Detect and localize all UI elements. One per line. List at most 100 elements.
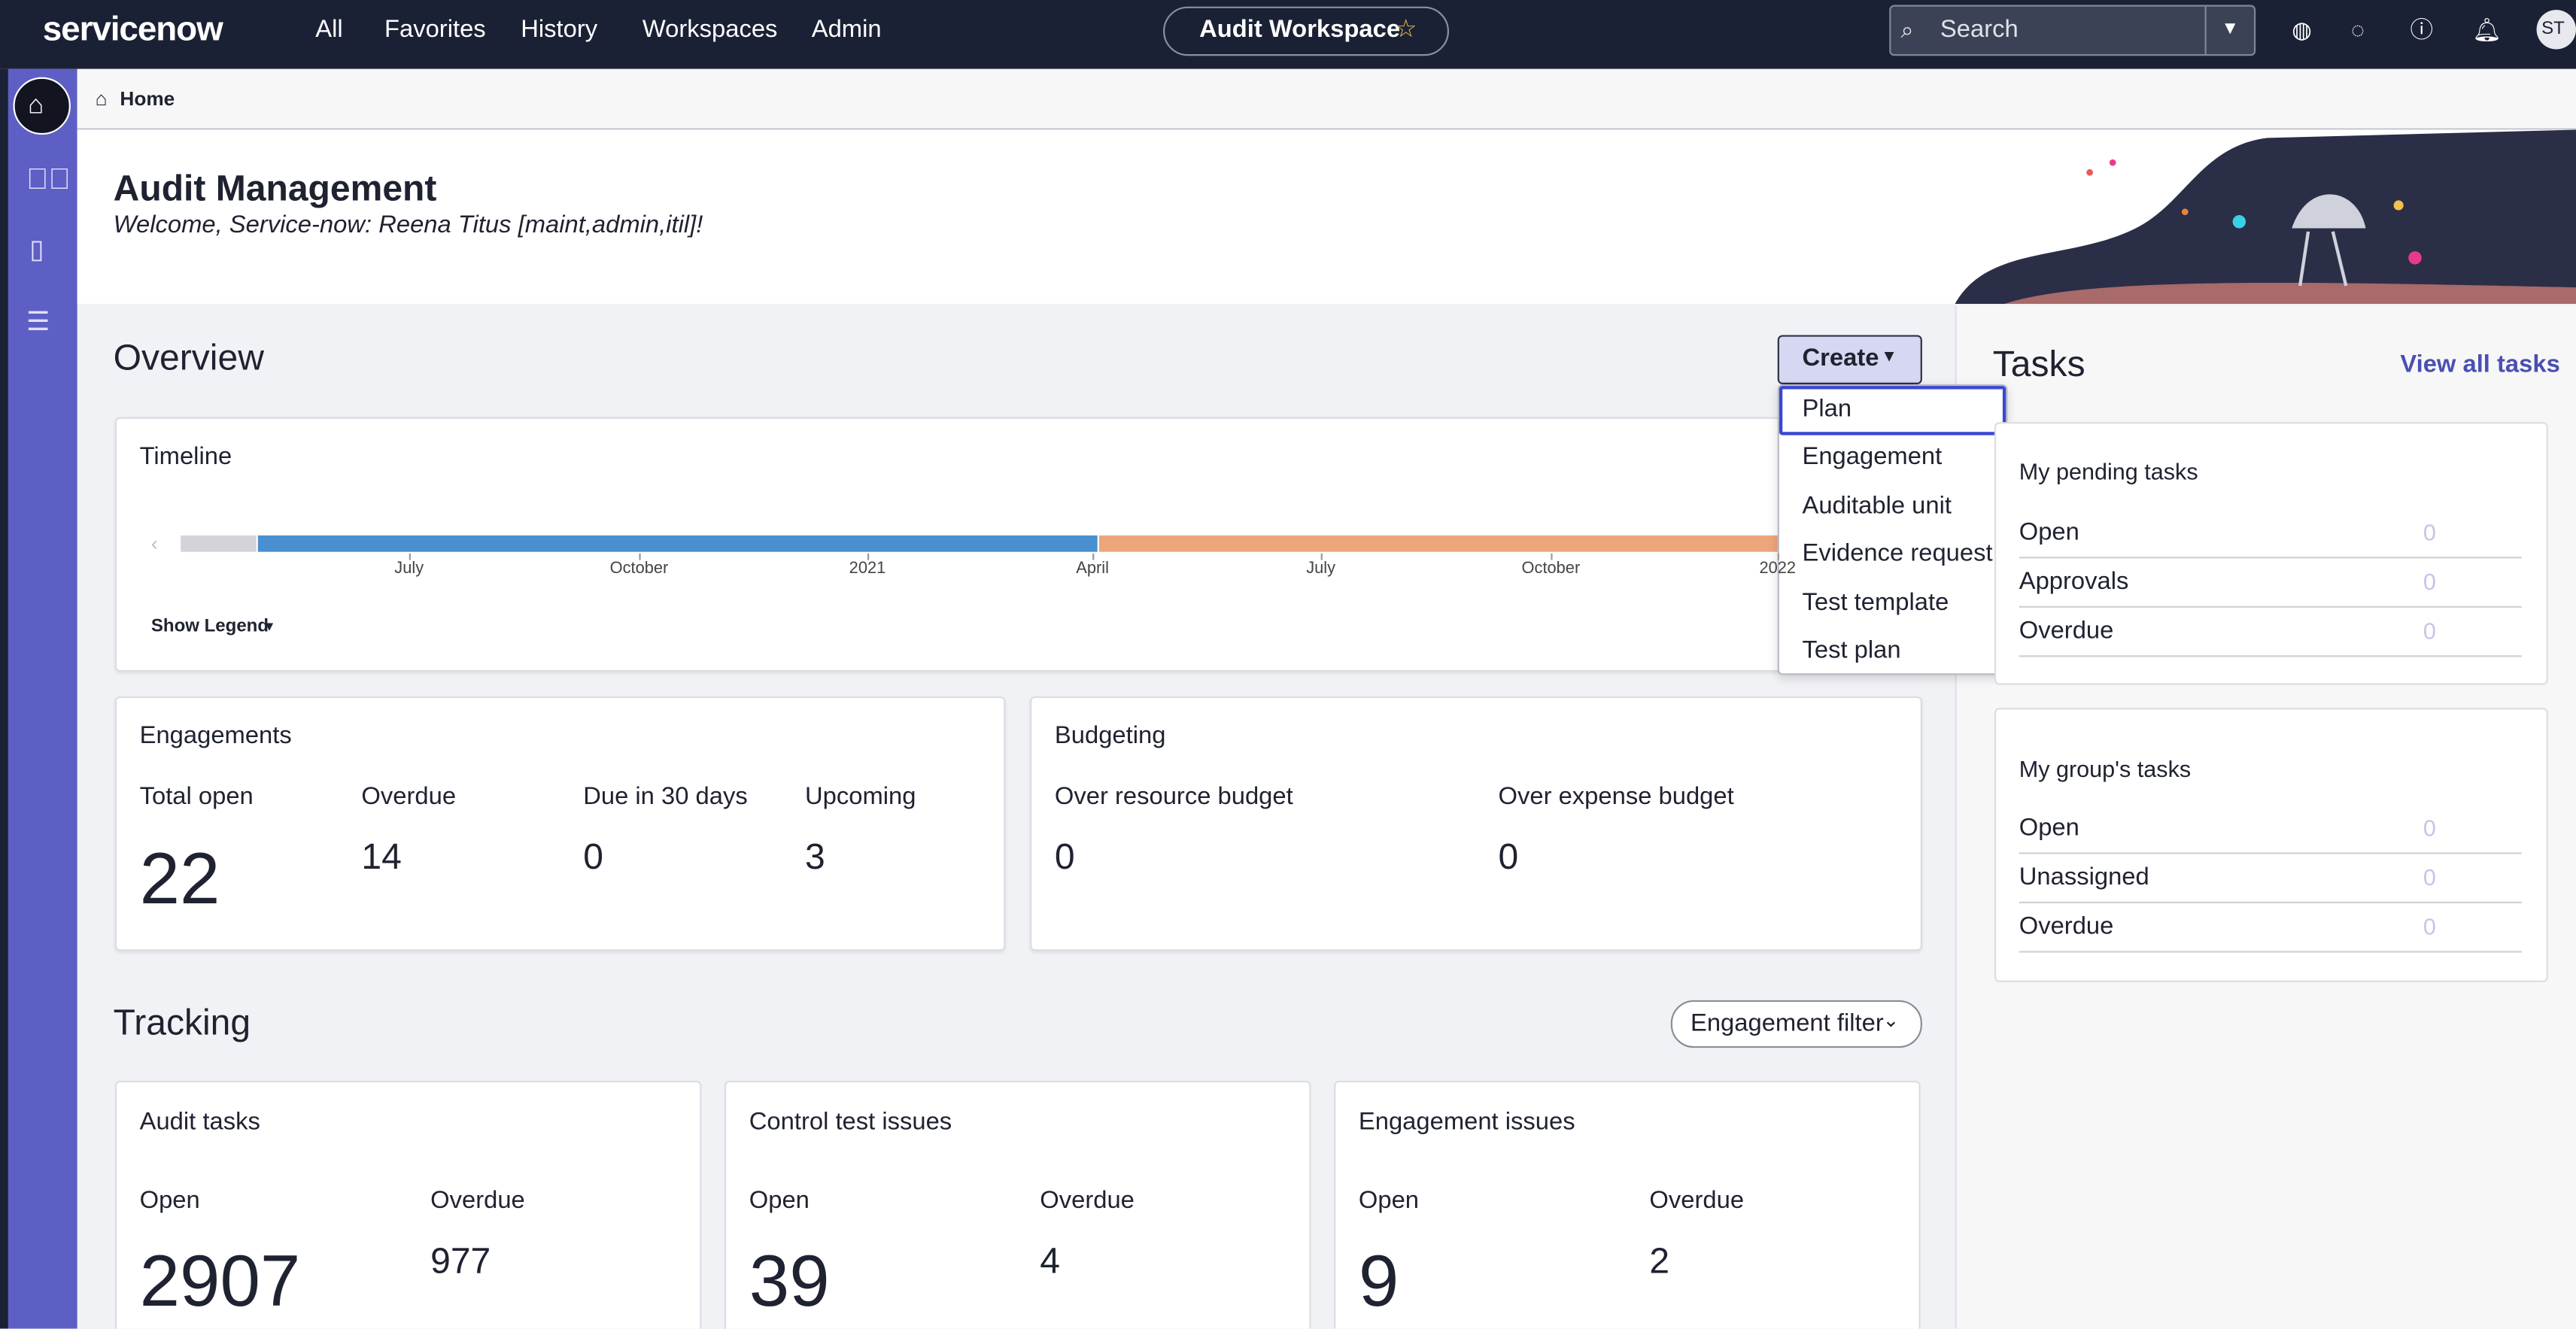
card-title: Audit tasks	[139, 1107, 260, 1136]
welcome-text: Welcome, Service-now: Reena Titus [maint…	[113, 211, 703, 239]
clipboard-nav[interactable]: ▯	[29, 236, 44, 265]
search-box[interactable]	[1889, 5, 2256, 56]
axis-tick	[639, 553, 641, 560]
metric-value: 0	[1498, 836, 1519, 878]
search-placeholder[interactable]: Search	[1940, 15, 2019, 44]
menu-item[interactable]: Evidence request	[1802, 539, 1993, 568]
axis-label: July	[394, 560, 424, 578]
row-divider	[2019, 951, 2522, 953]
timeline-past	[181, 535, 257, 552]
task-count: 0	[2423, 815, 2436, 842]
metric-label: Upcoming	[804, 782, 916, 811]
card-title: My pending tasks	[2019, 458, 2198, 485]
metric-label: Open	[139, 1186, 200, 1215]
metric-label: Due in 30 days	[583, 782, 748, 811]
metric-label: Overdue	[1040, 1186, 1135, 1215]
task-count: 0	[2423, 519, 2436, 545]
overview-title: Overview	[113, 336, 264, 378]
nav-item[interactable]: Workspaces	[642, 15, 778, 44]
star-icon[interactable]: ☆	[1394, 15, 1417, 44]
view-all-tasks[interactable]: View all tasks	[2400, 350, 2560, 379]
page-title: Audit Management	[113, 167, 437, 209]
card-title: Engagement issues	[1358, 1107, 1575, 1136]
filter-label: Engagement filter	[1690, 1009, 1884, 1037]
menu-focus	[1779, 386, 2006, 435]
workspace-pill[interactable]	[1163, 6, 1449, 56]
timeline-current	[257, 535, 1098, 552]
engagements-card	[114, 696, 1006, 951]
create-label: Create	[1802, 344, 1879, 372]
avatar-initials: ST	[2541, 19, 2565, 39]
logo[interactable]: servicenow	[42, 11, 223, 49]
search-caret[interactable]: ▼	[2221, 19, 2240, 39]
metric-value: 2907	[139, 1241, 301, 1322]
task-card	[1994, 422, 2548, 685]
globe-icon[interactable]: ◍	[2292, 16, 2312, 43]
nav-item[interactable]: History	[521, 15, 598, 44]
row-divider	[2019, 557, 2522, 559]
create-button[interactable]	[1777, 335, 1922, 384]
task-label: Overdue	[2019, 616, 2114, 645]
menu-item[interactable]: Test template	[1802, 587, 1949, 617]
axis-tick	[1777, 553, 1779, 560]
axis-label: October	[1521, 560, 1581, 578]
menu-item[interactable]: Test plan	[1802, 636, 1901, 665]
breadcrumb[interactable]: Home	[120, 86, 175, 111]
metric-value: 0	[1054, 836, 1075, 878]
metric-label: Over expense budget	[1498, 782, 1734, 811]
avatar[interactable]	[2536, 10, 2576, 50]
task-count: 0	[2423, 913, 2436, 940]
filter-button[interactable]	[1670, 1000, 1922, 1048]
task-count: 0	[2423, 863, 2436, 891]
help-icon[interactable]: ⓘ	[2410, 16, 2434, 43]
timeline-future	[1098, 535, 1778, 552]
filter-caret: ⌄	[1882, 1008, 1900, 1032]
illustration	[1955, 129, 2576, 304]
home-nav[interactable]	[13, 77, 71, 135]
axis-label: October	[609, 560, 669, 578]
left-edge	[0, 68, 8, 1329]
search-divider	[2204, 6, 2207, 55]
timeline-prev[interactable]: ‹	[150, 532, 158, 556]
task-label: Approvals	[2019, 567, 2129, 596]
metric-label: Overdue	[361, 782, 457, 811]
metric-label: Open	[1358, 1186, 1420, 1215]
metric-label: Overdue	[1649, 1186, 1745, 1215]
breadcrumb-icon: ⌂	[95, 86, 108, 111]
metric-value: 4	[1040, 1239, 1061, 1282]
budgeting-title: Budgeting	[1054, 721, 1166, 750]
bell-icon[interactable]: 🔔︎	[2472, 16, 2502, 43]
axis-label: 2022	[1759, 560, 1797, 578]
menu-item[interactable]: Engagement	[1802, 443, 1943, 472]
create-caret: ▼	[1881, 347, 1897, 366]
metric-value: 2	[1649, 1239, 1670, 1282]
sidebar	[8, 68, 77, 1329]
tracking-card	[114, 1080, 702, 1329]
metric-value: 22	[139, 839, 220, 920]
row-divider	[2019, 852, 2522, 854]
task-label: Overdue	[2019, 912, 2114, 941]
axis-label: April	[1076, 560, 1109, 578]
nav-item[interactable]: Favorites	[384, 15, 486, 44]
tasks-title: Tasks	[1992, 343, 2085, 384]
metric-value: 977	[430, 1239, 491, 1282]
chat-icon[interactable]: ◌	[2350, 16, 2365, 43]
menu-item[interactable]: Plan	[1802, 395, 1852, 423]
axis-tick	[1551, 553, 1553, 560]
search-icon: ⌕	[1900, 16, 1914, 43]
task-label: Open	[2019, 814, 2079, 842]
tracking-title: Tracking	[113, 1002, 251, 1043]
metric-label: Open	[749, 1186, 810, 1215]
legend-toggle[interactable]: Show Legend	[150, 616, 269, 637]
nav-item[interactable]: Admin	[811, 15, 882, 44]
metric-value: 39	[749, 1241, 830, 1322]
row-divider	[2019, 901, 2522, 904]
menu-item[interactable]: Auditable unit	[1802, 491, 1952, 520]
nav-item[interactable]: All	[315, 15, 343, 44]
list-nav[interactable]: ☰	[26, 308, 50, 337]
metric-label: Overdue	[430, 1186, 525, 1215]
axis-label: July	[1306, 560, 1336, 578]
tasks-nav[interactable]: ✓⃝	[26, 162, 71, 196]
task-card	[1994, 708, 2548, 982]
